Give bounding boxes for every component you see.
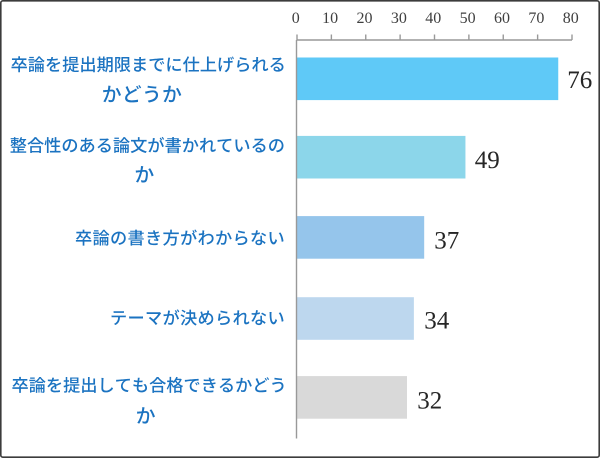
svg-text:0: 0 — [292, 10, 300, 27]
svg-text:80: 80 — [563, 10, 579, 27]
svg-text:37: 37 — [434, 228, 459, 255]
svg-text:50: 50 — [460, 10, 476, 27]
svg-text:34: 34 — [424, 308, 450, 335]
svg-text:30: 30 — [391, 10, 407, 27]
svg-text:70: 70 — [528, 10, 544, 27]
svg-text:10: 10 — [322, 10, 338, 27]
svg-text:76: 76 — [567, 67, 592, 94]
svg-text:32: 32 — [417, 387, 442, 414]
svg-text:40: 40 — [425, 10, 441, 27]
svg-text:49: 49 — [475, 147, 500, 174]
svg-text:60: 60 — [494, 10, 510, 27]
svg-text:20: 20 — [357, 10, 373, 27]
